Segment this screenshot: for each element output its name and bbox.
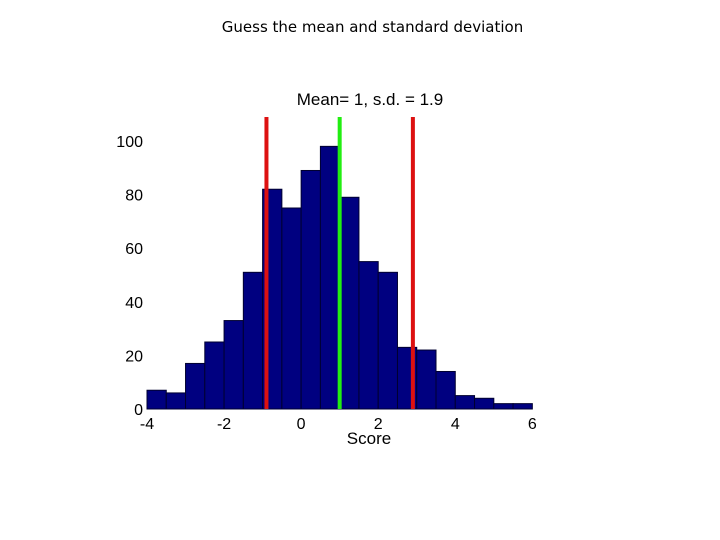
- y-tick-label: 40: [125, 295, 143, 312]
- y-axis-ticks: 0 20 40 60 80 100: [116, 134, 143, 419]
- histogram-bar: [146, 389, 167, 410]
- histogram-bar: [319, 145, 341, 410]
- histogram-bar: [454, 395, 476, 410]
- x-tick-label: 0: [297, 416, 306, 433]
- x-tick-label: -2: [217, 416, 231, 433]
- histogram-bar: [223, 320, 244, 410]
- histogram-bar: [416, 349, 437, 410]
- histogram-bar: [474, 397, 495, 410]
- y-tick-label: 100: [116, 134, 143, 151]
- slide-title: Guess the mean and standard deviation: [221, 18, 524, 36]
- histogram-bar: [204, 341, 225, 410]
- histogram-bar: [165, 392, 187, 410]
- histogram-bar: [512, 403, 533, 410]
- reference-lines-group: [264, 117, 415, 409]
- x-tick-label: 4: [451, 416, 460, 433]
- x-axis-ticks: -4 -2 0 2 4 6: [140, 416, 537, 433]
- histogram-bar: [493, 403, 514, 410]
- y-tick-label: 80: [125, 188, 143, 205]
- x-tick-label: -4: [140, 416, 154, 433]
- y-tick-label: 0: [134, 402, 143, 419]
- bars-group: [146, 145, 533, 410]
- histogram-bar: [435, 370, 456, 410]
- chart-title: Mean= 1, s.d. = 1.9: [297, 90, 443, 109]
- y-tick-label: 60: [125, 241, 143, 258]
- histogram-bar: [300, 169, 321, 410]
- histogram-bar: [377, 271, 398, 410]
- histogram-bar: [242, 271, 264, 410]
- x-tick-label: 2: [374, 416, 383, 433]
- x-axis-label: Score: [347, 429, 391, 448]
- x-tick-label: 6: [528, 416, 537, 433]
- histogram-bar: [185, 362, 206, 410]
- histogram-bar: [339, 196, 360, 410]
- y-tick-label: 20: [125, 348, 143, 365]
- histogram-bar: [281, 207, 302, 410]
- histogram-bar: [358, 261, 379, 410]
